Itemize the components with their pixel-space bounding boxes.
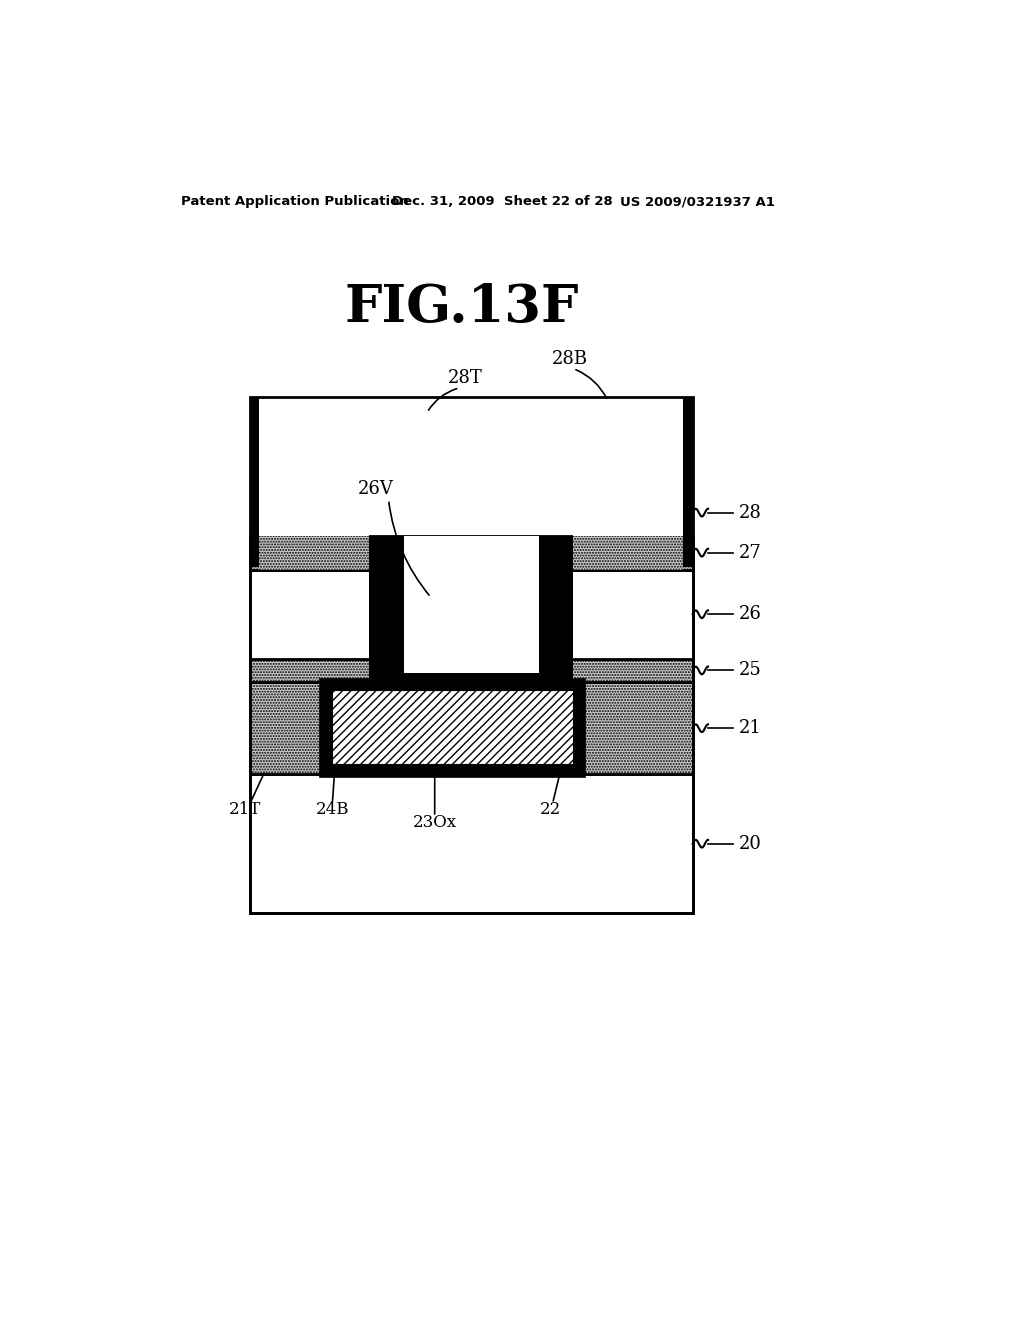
Bar: [259, 397, 370, 557]
Text: 28B: 28B: [551, 350, 588, 367]
Bar: [327, 686, 578, 770]
Text: 20: 20: [739, 834, 762, 853]
Bar: [259, 536, 370, 570]
Text: 25: 25: [739, 661, 762, 680]
Bar: [403, 673, 539, 682]
Bar: [332, 690, 572, 764]
Text: 22: 22: [540, 800, 561, 817]
Bar: [573, 536, 683, 570]
Text: 28: 28: [739, 504, 762, 521]
Bar: [250, 570, 692, 659]
Text: 28T: 28T: [449, 368, 483, 387]
Text: 21: 21: [739, 719, 762, 737]
Bar: [250, 659, 692, 682]
Bar: [370, 536, 403, 682]
Bar: [250, 775, 692, 913]
Text: 26V: 26V: [357, 480, 393, 499]
Text: Patent Application Publication: Patent Application Publication: [180, 195, 409, 209]
Text: 27: 27: [739, 544, 762, 561]
Bar: [250, 397, 692, 913]
Bar: [573, 397, 692, 566]
Text: FIG.13F: FIG.13F: [344, 281, 579, 333]
Text: 23Ox: 23Ox: [413, 813, 457, 830]
Text: 24B: 24B: [315, 800, 349, 817]
Text: 26: 26: [739, 606, 762, 623]
Bar: [250, 397, 370, 566]
Bar: [539, 536, 573, 682]
Text: 21T: 21T: [228, 800, 261, 817]
Text: Dec. 31, 2009  Sheet 22 of 28: Dec. 31, 2009 Sheet 22 of 28: [392, 195, 613, 209]
Text: US 2009/0321937 A1: US 2009/0321937 A1: [620, 195, 774, 209]
Bar: [250, 536, 692, 570]
Bar: [573, 397, 683, 557]
Bar: [403, 536, 539, 673]
Bar: [250, 682, 692, 775]
